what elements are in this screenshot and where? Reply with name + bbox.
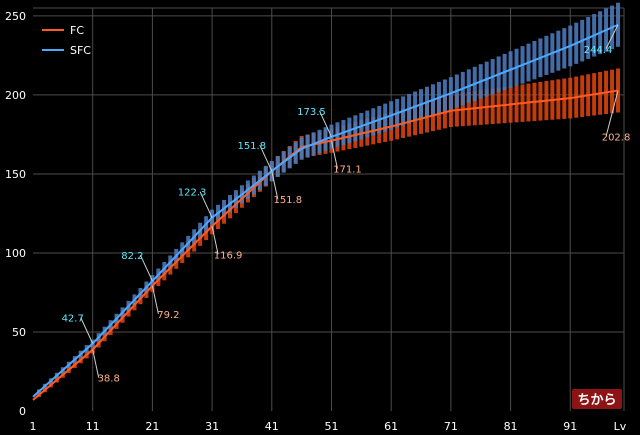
y-tick-label: 0 bbox=[19, 405, 26, 418]
data-label-sfc: 244.4 bbox=[584, 45, 613, 56]
data-label-fc: 116.9 bbox=[214, 250, 243, 261]
data-label-fc: 171.1 bbox=[333, 165, 362, 176]
label-leader bbox=[151, 285, 159, 314]
legend-label-sfc: SFC bbox=[70, 44, 91, 57]
data-labels: 38.8 79.2 116.9 151.8 171.1 202.8 42.7 82.2 122.… bbox=[62, 45, 631, 385]
label-leaders bbox=[80, 24, 619, 378]
label-leader bbox=[319, 110, 332, 138]
label-leader bbox=[139, 254, 153, 282]
y-tick-label: 250 bbox=[5, 10, 26, 23]
label-leader bbox=[211, 226, 219, 255]
y-tick-label: 100 bbox=[5, 247, 26, 260]
legend-label-fc: FC bbox=[70, 24, 84, 37]
data-label-sfc: 151.8 bbox=[237, 141, 266, 152]
badge-label: ちから bbox=[577, 393, 616, 408]
badge-background bbox=[572, 389, 622, 409]
series-lines bbox=[32, 23, 619, 401]
data-label-fc: 202.8 bbox=[602, 132, 631, 143]
y-tick-label: 150 bbox=[5, 168, 26, 181]
label-leader bbox=[605, 90, 619, 137]
x-tick-label: 71 bbox=[444, 420, 458, 433]
data-label-fc: 79.2 bbox=[157, 310, 179, 321]
y-tick-label: 50 bbox=[12, 326, 26, 339]
x-tick-label: 41 bbox=[265, 420, 279, 433]
data-label-sfc: 42.7 bbox=[62, 314, 84, 325]
legend: FC SFC bbox=[42, 24, 91, 57]
x-axis-label: Lv bbox=[614, 420, 627, 433]
data-label-sfc: 173.5 bbox=[297, 107, 326, 118]
label-leader bbox=[92, 349, 100, 378]
label-leader bbox=[605, 24, 619, 49]
grid bbox=[33, 7, 625, 411]
label-leader bbox=[330, 140, 338, 169]
label-leader bbox=[259, 144, 273, 172]
data-label-fc: 38.8 bbox=[98, 374, 120, 385]
x-tick-label: 91 bbox=[563, 420, 577, 433]
label-leader bbox=[199, 191, 213, 218]
series-line-sfc bbox=[32, 23, 619, 398]
x-tick-label: 21 bbox=[145, 420, 159, 433]
x-tick-label: 1 bbox=[30, 420, 37, 433]
label-leader bbox=[80, 317, 94, 344]
x-tick-label: 11 bbox=[86, 420, 100, 433]
x-tick-label: 51 bbox=[324, 420, 338, 433]
x-tick-label: 81 bbox=[504, 420, 518, 433]
x-tick-label: 61 bbox=[384, 420, 398, 433]
y-tick-label: 200 bbox=[5, 89, 26, 102]
x-tick-label: 31 bbox=[205, 420, 219, 433]
stat-badge: ちから bbox=[572, 389, 622, 409]
data-label-fc: 151.8 bbox=[273, 195, 302, 206]
data-label-sfc: 122.3 bbox=[178, 188, 207, 199]
series-line-fc bbox=[32, 89, 619, 401]
label-leader bbox=[271, 170, 279, 200]
data-label-sfc: 82.2 bbox=[121, 251, 143, 262]
